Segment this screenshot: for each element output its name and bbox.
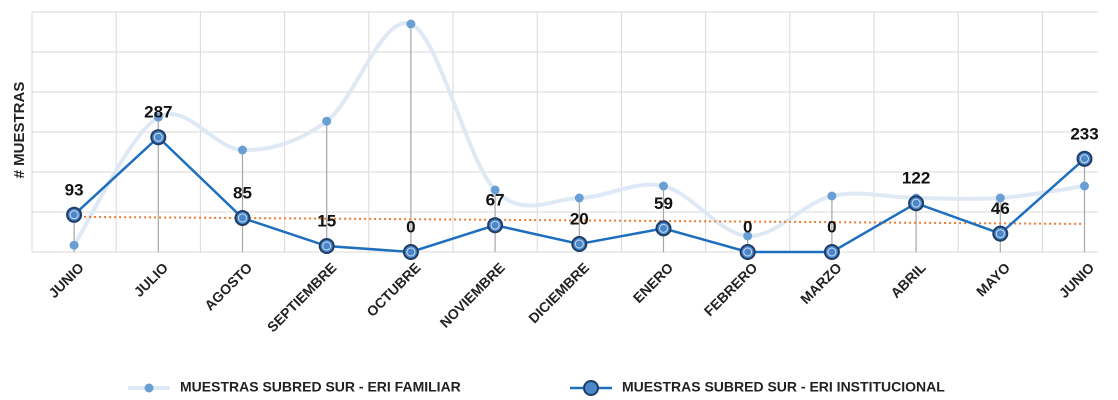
x-tick-label: JUNIO xyxy=(1056,259,1098,301)
point-inner xyxy=(490,220,500,230)
x-tick-label: JULIO xyxy=(131,259,172,300)
data-label: 85 xyxy=(233,183,252,202)
point xyxy=(69,240,79,250)
y-axis-label: # MUESTRAS xyxy=(11,82,28,179)
point xyxy=(318,238,335,254)
point xyxy=(66,206,83,223)
x-tick-label: OCTUBRE xyxy=(363,259,423,319)
x-tick-label: ENERO xyxy=(630,259,677,306)
point xyxy=(992,225,1009,242)
data-label: 0 xyxy=(406,217,415,236)
legend-marker xyxy=(583,380,599,396)
x-tick-label: FEBRERO xyxy=(701,259,761,319)
point-inner xyxy=(995,229,1005,239)
point xyxy=(402,244,419,260)
point xyxy=(487,217,504,234)
point-inner xyxy=(1080,154,1089,164)
point xyxy=(995,193,1005,203)
point xyxy=(655,220,672,237)
point xyxy=(153,112,163,122)
legend-label: MUESTRAS SUBRED SUR - ERI FAMILIAR xyxy=(180,379,461,395)
point xyxy=(150,129,167,146)
point-inner xyxy=(827,247,837,257)
point xyxy=(823,244,840,260)
trendline xyxy=(74,215,1085,225)
data-label: 46 xyxy=(991,199,1010,218)
data-label: 122 xyxy=(902,169,930,188)
data-label: 67 xyxy=(486,191,505,210)
point-inner xyxy=(238,213,247,223)
data-label: 287 xyxy=(144,103,172,122)
point xyxy=(238,145,247,155)
x-tick-label: MAYO xyxy=(973,259,1013,299)
data-label: 233 xyxy=(1070,124,1098,143)
legend-marker xyxy=(144,383,154,393)
point-inner xyxy=(574,239,584,249)
point xyxy=(908,195,925,212)
point xyxy=(234,210,251,226)
data-label: 20 xyxy=(570,209,589,228)
data-label: 59 xyxy=(654,194,673,213)
x-tick-label: JUNIO xyxy=(45,259,87,301)
x-tick-label: MARZO xyxy=(797,259,845,307)
point xyxy=(1076,150,1093,167)
point xyxy=(490,185,500,195)
point xyxy=(743,231,753,241)
point-inner xyxy=(659,223,668,233)
point xyxy=(406,19,416,29)
point-inner xyxy=(743,247,753,257)
data-label: 93 xyxy=(65,180,84,199)
x-tick-label: DICIEMBRE xyxy=(525,259,592,326)
x-tick-label: ABRIL xyxy=(887,259,929,301)
point xyxy=(574,193,584,203)
point xyxy=(827,191,837,201)
point xyxy=(571,236,588,252)
x-tick-label: AGOSTO xyxy=(201,259,255,313)
legend-label: MUESTRAS SUBRED SUR - ERI INSTITUCIONAL xyxy=(622,379,945,395)
point-inner xyxy=(406,247,416,257)
point-inner xyxy=(153,132,163,142)
point xyxy=(322,116,332,126)
point-inner xyxy=(322,241,332,251)
x-tick-label: SEPTIEMBRE xyxy=(264,259,340,335)
point xyxy=(1080,181,1089,191)
data-label: 15 xyxy=(317,211,336,230)
point-inner xyxy=(69,210,79,220)
point xyxy=(739,244,756,260)
x-tick-label: NOVIEMBRE xyxy=(437,259,508,330)
point xyxy=(659,181,668,191)
data-label: 0 xyxy=(827,217,836,236)
point-inner xyxy=(911,198,921,208)
data-label: 0 xyxy=(743,217,752,236)
